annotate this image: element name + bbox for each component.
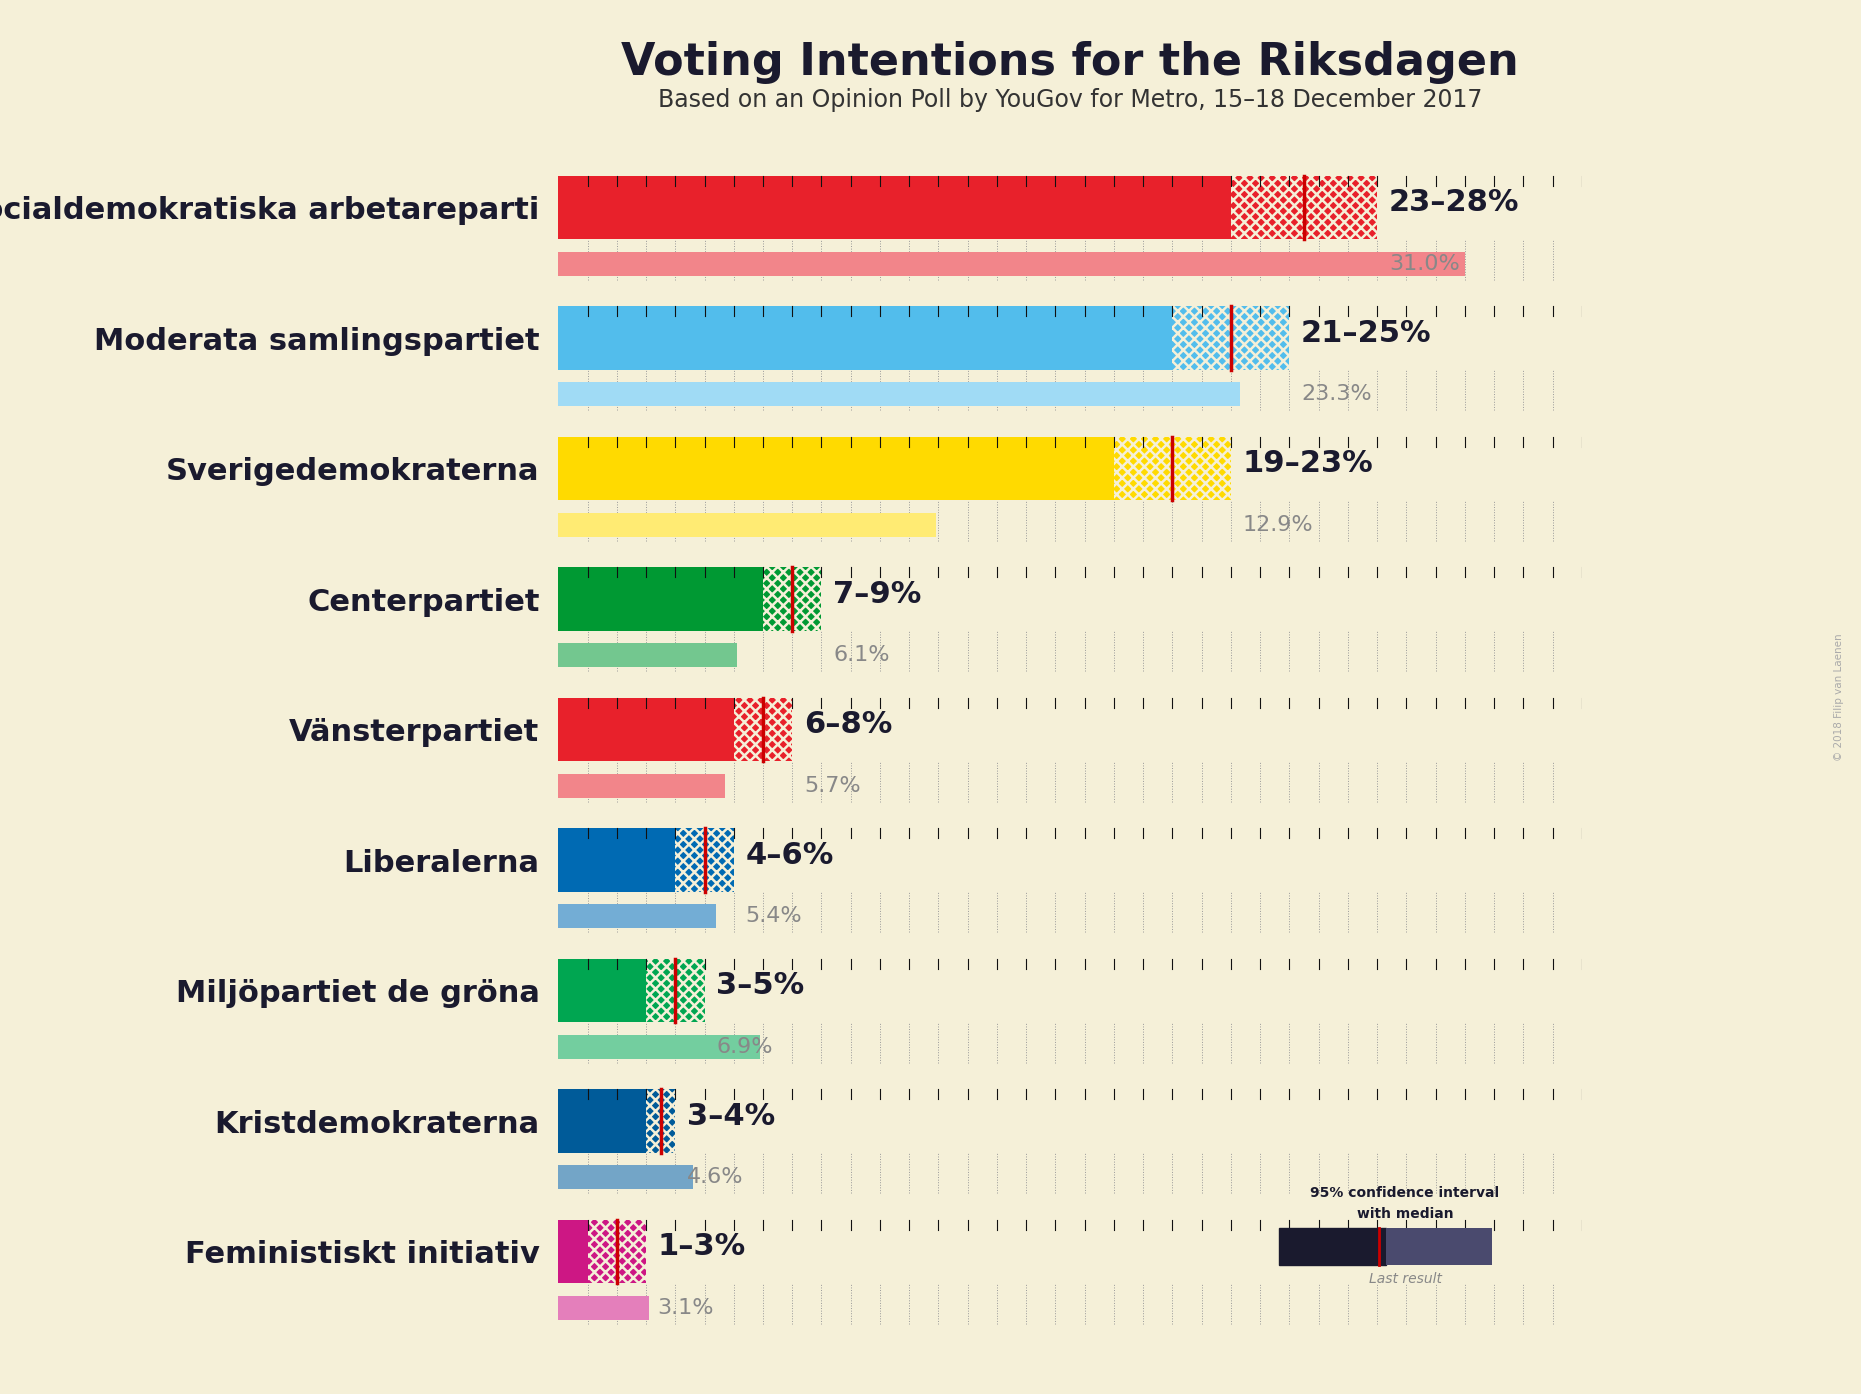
Text: 95% confidence interval: 95% confidence interval	[1310, 1186, 1500, 1200]
Text: 21–25%: 21–25%	[1301, 319, 1431, 348]
Text: Last result: Last result	[1368, 1271, 1442, 1285]
Bar	[558, 513, 936, 537]
Bar	[1280, 1228, 1385, 1266]
Bar	[558, 1295, 649, 1320]
Bar	[558, 307, 1172, 369]
Text: 3.1%: 3.1%	[657, 1298, 715, 1317]
Text: Voting Intentions for the Riksdagen: Voting Intentions for the Riksdagen	[622, 42, 1519, 84]
Bar	[558, 1165, 692, 1189]
Text: 12.9%: 12.9%	[1243, 514, 1314, 535]
Bar	[558, 774, 726, 797]
Bar	[558, 382, 1239, 407]
Bar	[558, 1034, 759, 1059]
Text: 4–6%: 4–6%	[746, 841, 834, 870]
Text: 6.1%: 6.1%	[834, 645, 890, 665]
Text: 31.0%: 31.0%	[1388, 254, 1459, 273]
Bar	[1230, 176, 1377, 240]
Bar	[558, 959, 646, 1022]
Bar	[733, 698, 793, 761]
Text: 3–4%: 3–4%	[687, 1101, 776, 1131]
Text: 19–23%: 19–23%	[1243, 449, 1373, 478]
Bar	[763, 567, 821, 631]
Bar	[558, 1090, 646, 1153]
Text: 5.7%: 5.7%	[804, 776, 860, 796]
Text: © 2018 Filip van Laenen: © 2018 Filip van Laenen	[1833, 633, 1844, 761]
Bar	[558, 567, 763, 631]
Bar	[558, 698, 733, 761]
Bar	[558, 436, 1115, 500]
Text: 1–3%: 1–3%	[657, 1232, 746, 1262]
Bar	[558, 1220, 588, 1284]
Bar	[676, 828, 733, 892]
Bar	[558, 828, 676, 892]
Text: 6–8%: 6–8%	[804, 711, 891, 739]
Text: 7–9%: 7–9%	[834, 580, 921, 609]
Bar	[558, 251, 1465, 276]
Text: 4.6%: 4.6%	[687, 1167, 744, 1188]
Bar	[1115, 436, 1230, 500]
Text: 3–5%: 3–5%	[716, 972, 804, 1001]
Bar	[1172, 307, 1290, 369]
Bar	[1385, 1228, 1493, 1266]
Bar	[558, 176, 1230, 240]
Bar	[588, 1220, 646, 1284]
Text: 23–28%: 23–28%	[1388, 188, 1519, 217]
Text: 6.9%: 6.9%	[716, 1037, 772, 1057]
Text: Based on an Opinion Poll by YouGov for Metro, 15–18 December 2017: Based on an Opinion Poll by YouGov for M…	[659, 88, 1481, 113]
Bar	[558, 905, 716, 928]
Bar	[558, 643, 737, 668]
Bar	[646, 959, 705, 1022]
Text: with median: with median	[1357, 1207, 1453, 1221]
Bar	[646, 1090, 676, 1153]
Text: 23.3%: 23.3%	[1301, 385, 1372, 404]
Text: 5.4%: 5.4%	[746, 906, 802, 926]
